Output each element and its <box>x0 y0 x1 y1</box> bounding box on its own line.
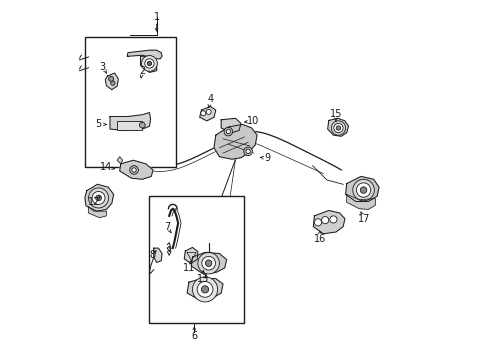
Circle shape <box>132 168 136 172</box>
Polygon shape <box>88 207 106 218</box>
Polygon shape <box>127 50 162 59</box>
Polygon shape <box>85 184 113 211</box>
Circle shape <box>197 282 212 297</box>
Polygon shape <box>214 125 257 159</box>
Polygon shape <box>184 247 198 263</box>
Circle shape <box>110 81 115 85</box>
Circle shape <box>96 195 101 201</box>
Polygon shape <box>327 118 348 136</box>
Polygon shape <box>313 211 344 234</box>
Circle shape <box>314 219 321 226</box>
Text: 2: 2 <box>139 66 145 76</box>
Polygon shape <box>199 107 215 121</box>
Text: 16: 16 <box>313 234 325 244</box>
Circle shape <box>201 286 208 293</box>
Text: 3: 3 <box>100 62 106 72</box>
Polygon shape <box>120 160 153 179</box>
Circle shape <box>245 149 250 153</box>
Circle shape <box>192 277 217 302</box>
Circle shape <box>244 147 252 156</box>
Circle shape <box>147 61 151 66</box>
Circle shape <box>356 183 370 197</box>
Polygon shape <box>191 252 226 273</box>
Circle shape <box>333 123 343 133</box>
Polygon shape <box>105 73 118 90</box>
Bar <box>117 121 142 130</box>
Circle shape <box>198 252 219 274</box>
Text: 11: 11 <box>183 263 195 273</box>
Circle shape <box>206 109 211 114</box>
Bar <box>85 37 176 167</box>
Polygon shape <box>153 248 162 262</box>
Circle shape <box>352 179 373 201</box>
Text: 12: 12 <box>88 197 101 207</box>
Text: 17: 17 <box>358 215 370 224</box>
Circle shape <box>201 111 205 116</box>
Text: 9: 9 <box>264 153 270 163</box>
Polygon shape <box>117 157 122 164</box>
Circle shape <box>88 188 108 208</box>
Polygon shape <box>345 176 378 202</box>
Text: 6: 6 <box>191 331 197 341</box>
Circle shape <box>224 127 232 136</box>
Text: 8: 8 <box>149 250 155 260</box>
Circle shape <box>205 260 211 266</box>
Text: 15: 15 <box>329 109 342 119</box>
Text: 7: 7 <box>164 222 170 231</box>
Circle shape <box>142 55 157 71</box>
Text: 1: 1 <box>153 12 160 22</box>
Circle shape <box>330 121 345 135</box>
Circle shape <box>202 256 215 270</box>
Text: 5: 5 <box>95 120 102 129</box>
Polygon shape <box>110 113 150 131</box>
Circle shape <box>329 216 336 223</box>
Circle shape <box>139 122 145 128</box>
Circle shape <box>360 187 366 193</box>
Text: 10: 10 <box>247 116 259 126</box>
Circle shape <box>129 166 138 174</box>
Circle shape <box>321 217 328 224</box>
Circle shape <box>144 59 154 68</box>
Polygon shape <box>221 118 241 133</box>
Text: 13: 13 <box>197 274 209 284</box>
Bar <box>149 196 244 323</box>
Circle shape <box>226 130 230 134</box>
Text: 14: 14 <box>100 162 112 172</box>
Polygon shape <box>346 194 375 210</box>
Polygon shape <box>140 56 156 72</box>
Polygon shape <box>187 279 223 299</box>
Circle shape <box>108 76 113 81</box>
Circle shape <box>336 126 340 130</box>
Circle shape <box>92 192 105 204</box>
Text: 4: 4 <box>207 94 213 104</box>
